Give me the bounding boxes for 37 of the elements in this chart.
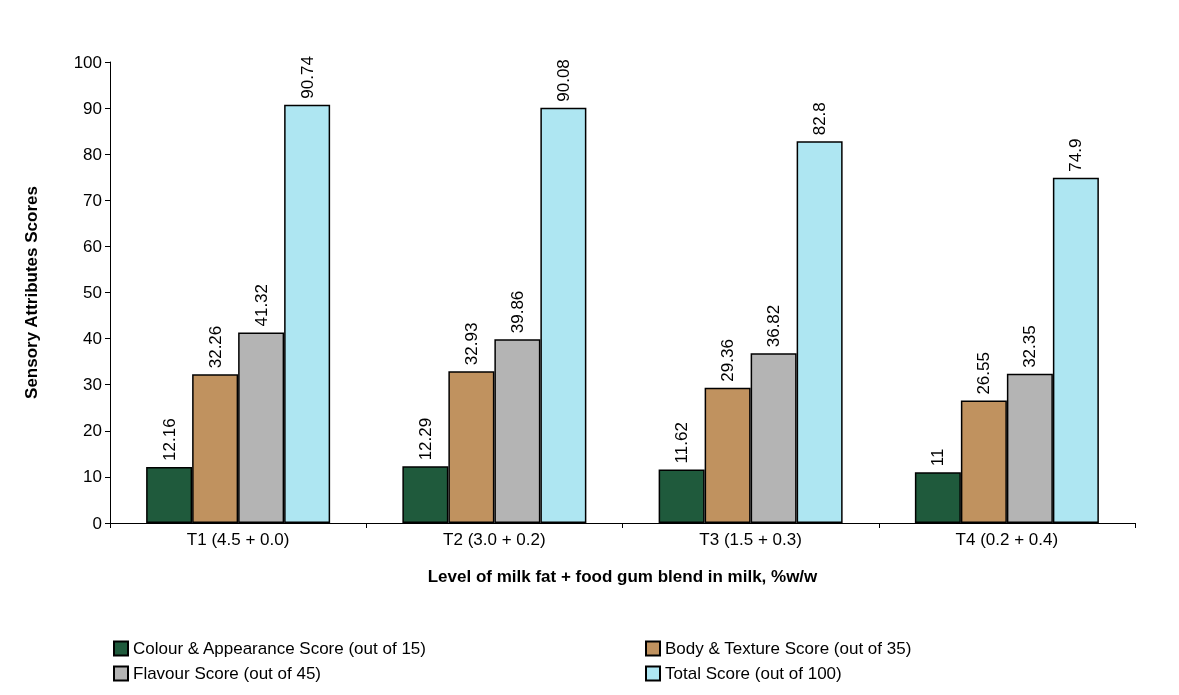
y-tick-label: 60	[83, 236, 102, 256]
y-tick-label: 90	[83, 98, 102, 118]
data-label: 41.32	[251, 283, 271, 327]
data-label: 82.8	[810, 102, 830, 136]
y-tick-label: 20	[83, 421, 102, 441]
legend-label: Total Score (out of 100)	[665, 664, 842, 683]
data-label: 29.36	[718, 339, 738, 382]
data-label: 36.82	[764, 304, 784, 348]
data-label: 11.62	[672, 422, 692, 464]
data-label: 26.55	[974, 352, 994, 395]
data-label: 32.35	[1020, 325, 1040, 368]
y-tick-label: 40	[83, 329, 102, 349]
data-label: 12.29	[415, 417, 435, 461]
data-label: 32.93	[461, 322, 481, 366]
data-label: 90.08	[553, 59, 573, 102]
data-label: 11	[928, 448, 948, 467]
x-tick-label: T3 (1.5 + 0.3)	[699, 530, 802, 549]
y-tick-label: 70	[83, 190, 102, 210]
y-tick-label: 50	[83, 283, 102, 302]
y-tick-label: 80	[83, 144, 102, 164]
data-label: 12.16	[159, 418, 179, 461]
y-axis-title: Sensory Attributes Scores	[22, 186, 41, 399]
y-tick-label: 30	[83, 375, 102, 395]
data-label: 90.74	[297, 56, 317, 99]
data-label: 32.26	[205, 325, 225, 369]
data-label: 74.9	[1066, 138, 1086, 172]
y-tick-label: 0	[92, 513, 102, 533]
x-tick-label: T4 (0.2 + 0.4)	[955, 530, 1059, 549]
y-tick-label: 100	[73, 52, 102, 72]
legend-label: Body & Texture Score (out of 35)	[665, 639, 912, 658]
legend-label: Flavour Score (out of 45)	[133, 664, 322, 683]
x-tick-label: T1 (4.5 + 0.0)	[186, 530, 290, 549]
y-tick-label: 10	[83, 467, 102, 487]
legend-label: Colour & Appearance Score (out of 15)	[133, 639, 426, 658]
x-axis-title: Level of milk fat + food gum blend in milk, %w/w	[427, 567, 819, 586]
x-tick-label: T2 (3.0 + 0.2)	[443, 530, 546, 549]
data-label: 39.86	[507, 290, 527, 334]
